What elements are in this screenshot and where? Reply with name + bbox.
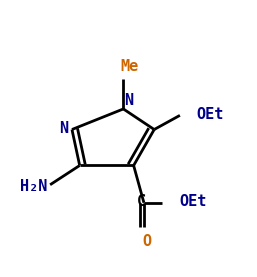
Text: OEt: OEt (197, 107, 224, 122)
Text: N: N (124, 93, 133, 108)
Text: C: C (137, 194, 146, 209)
Text: OEt: OEt (179, 194, 207, 209)
Text: Me: Me (121, 59, 139, 74)
Text: H₂N: H₂N (20, 179, 48, 194)
Text: O: O (142, 234, 151, 248)
Text: N: N (59, 121, 68, 136)
